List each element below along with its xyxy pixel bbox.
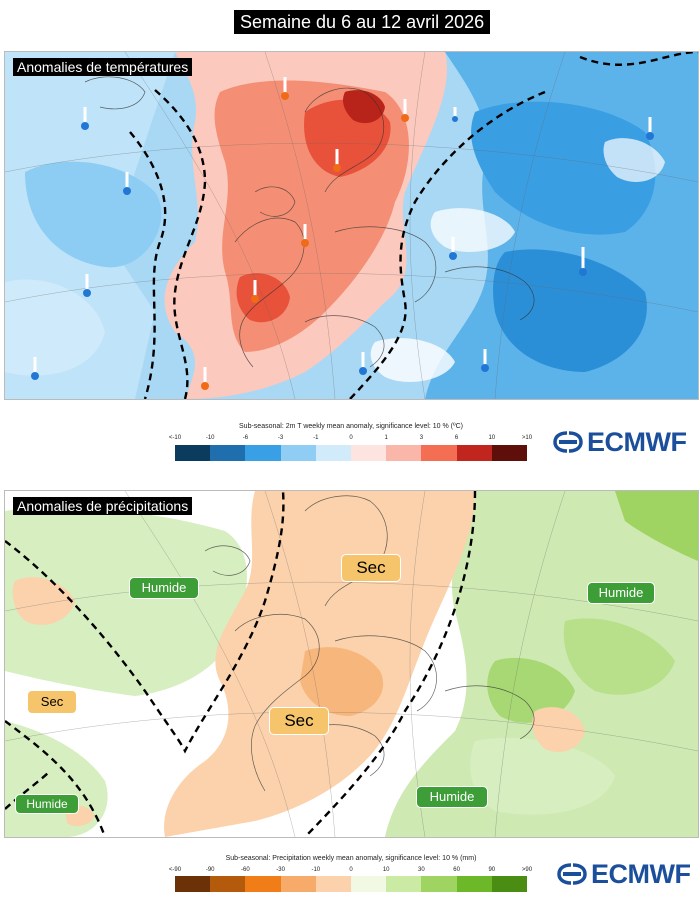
precipitation-legend: Sub-seasonal: Precipitation weekly mean … xyxy=(169,855,532,897)
temperature-legend-tick: 3 xyxy=(419,435,424,441)
temperature-legend-tick: 6 xyxy=(454,435,459,441)
precipitation-legend-tick: 30 xyxy=(418,867,425,873)
temperature-legend-swatch xyxy=(421,445,457,461)
precipitation-legend-tick: 90 xyxy=(488,867,496,873)
temperature-legend-swatch xyxy=(210,445,246,461)
ecmwf-logo-icon xyxy=(553,431,583,453)
precipitation-legend-tick: -60 xyxy=(241,867,250,873)
ecmwf-wordmark: ECMWF xyxy=(591,858,691,889)
ecmwf-logo-top: ECMWF xyxy=(553,426,687,457)
badge-humide-southwest: Humide xyxy=(15,794,79,814)
precipitation-map: Anomalies de précipitations Humide Humid… xyxy=(4,490,699,838)
temperature-legend-swatch xyxy=(456,445,492,461)
temperature-map-label: Anomalies de températures xyxy=(13,58,193,76)
badge-sec-atlantic: Sec xyxy=(27,690,77,714)
temperature-legend-swatch xyxy=(491,445,528,461)
temperature-legend-tick: <-10 xyxy=(168,435,182,441)
ecmwf-wordmark: ECMWF xyxy=(587,426,687,457)
precipitation-legend-swatch xyxy=(175,876,211,892)
temperature-map-graphic xyxy=(5,52,698,399)
precipitation-legend-tick: -90 xyxy=(205,867,215,873)
badge-sec-west: Sec xyxy=(269,707,329,735)
precipitation-legend-swatch xyxy=(315,876,352,892)
temperature-legend-swatch xyxy=(280,445,316,461)
temperature-legend-tick: >10 xyxy=(521,435,533,441)
temperature-legend: Sub-seasonal: 2m T weekly mean anomaly, … xyxy=(169,423,532,465)
temperature-legend-swatch xyxy=(351,445,387,461)
badge-humide-east: Humide xyxy=(587,582,655,604)
temperature-legend-tick: 1 xyxy=(384,435,388,441)
precipitation-legend-ticks: <-90 -90 -60 -30 -10 0 10 30 60 90 >90 xyxy=(169,867,532,875)
precipitation-legend-tick: 10 xyxy=(382,867,390,873)
precipitation-legend-swatch xyxy=(421,876,457,892)
temperature-map: Anomalies de températures xyxy=(4,51,699,400)
precipitation-legend-tick: >90 xyxy=(521,867,533,873)
temperature-legend-tick: 0 xyxy=(349,435,353,441)
badge-humide-south: Humide xyxy=(416,786,488,808)
precipitation-legend-tick: -10 xyxy=(311,867,321,873)
temperature-legend-caption: Sub-seasonal: 2m T weekly mean anomaly, … xyxy=(239,423,463,430)
temperature-legend-swatch xyxy=(245,445,281,461)
badge-humide-atlantic: Humide xyxy=(129,577,199,599)
precipitation-legend-tick: 0 xyxy=(349,867,353,873)
precipitation-map-label: Anomalies de précipitations xyxy=(13,497,193,515)
temperature-legend-bar xyxy=(175,445,528,461)
thermometer-icons xyxy=(31,77,654,390)
precipitation-legend-swatch xyxy=(386,876,422,892)
precipitation-legend-swatch xyxy=(491,876,528,892)
precipitation-legend-swatch xyxy=(210,876,246,892)
precipitation-legend-swatch xyxy=(245,876,281,892)
page-title: Semaine du 6 au 12 avril 2026 xyxy=(234,10,491,34)
precipitation-map-graphic xyxy=(5,491,698,837)
temperature-legend-tick: -10 xyxy=(205,435,215,441)
temperature-legend-tick: -3 xyxy=(277,435,284,441)
ecmwf-logo-bottom: ECMWF xyxy=(557,858,691,889)
precipitation-legend-tick: -30 xyxy=(276,867,285,873)
precipitation-legend-caption: Sub-seasonal: Precipitation weekly mean … xyxy=(225,855,477,862)
temperature-legend-tick: 10 xyxy=(488,435,496,441)
precipitation-legend-swatch xyxy=(280,876,316,892)
ecmwf-logo-icon xyxy=(557,863,587,885)
precipitation-legend-tick: <-90 xyxy=(168,867,182,873)
precipitation-legend-bar xyxy=(175,876,528,892)
precipitation-legend-swatch xyxy=(456,876,492,892)
temperature-legend-swatch xyxy=(386,445,422,461)
temperature-legend-swatch xyxy=(175,445,211,461)
precipitation-legend-tick: 60 xyxy=(453,867,460,873)
temperature-legend-swatch xyxy=(315,445,352,461)
precipitation-legend-swatch xyxy=(351,876,387,892)
badge-sec-north: Sec xyxy=(341,554,401,582)
temperature-legend-ticks: <-10 -10 -6 -3 -1 0 1 3 6 10 >10 xyxy=(169,435,532,443)
temperature-legend-tick: -6 xyxy=(242,435,249,441)
temperature-legend-tick: -1 xyxy=(313,435,319,441)
